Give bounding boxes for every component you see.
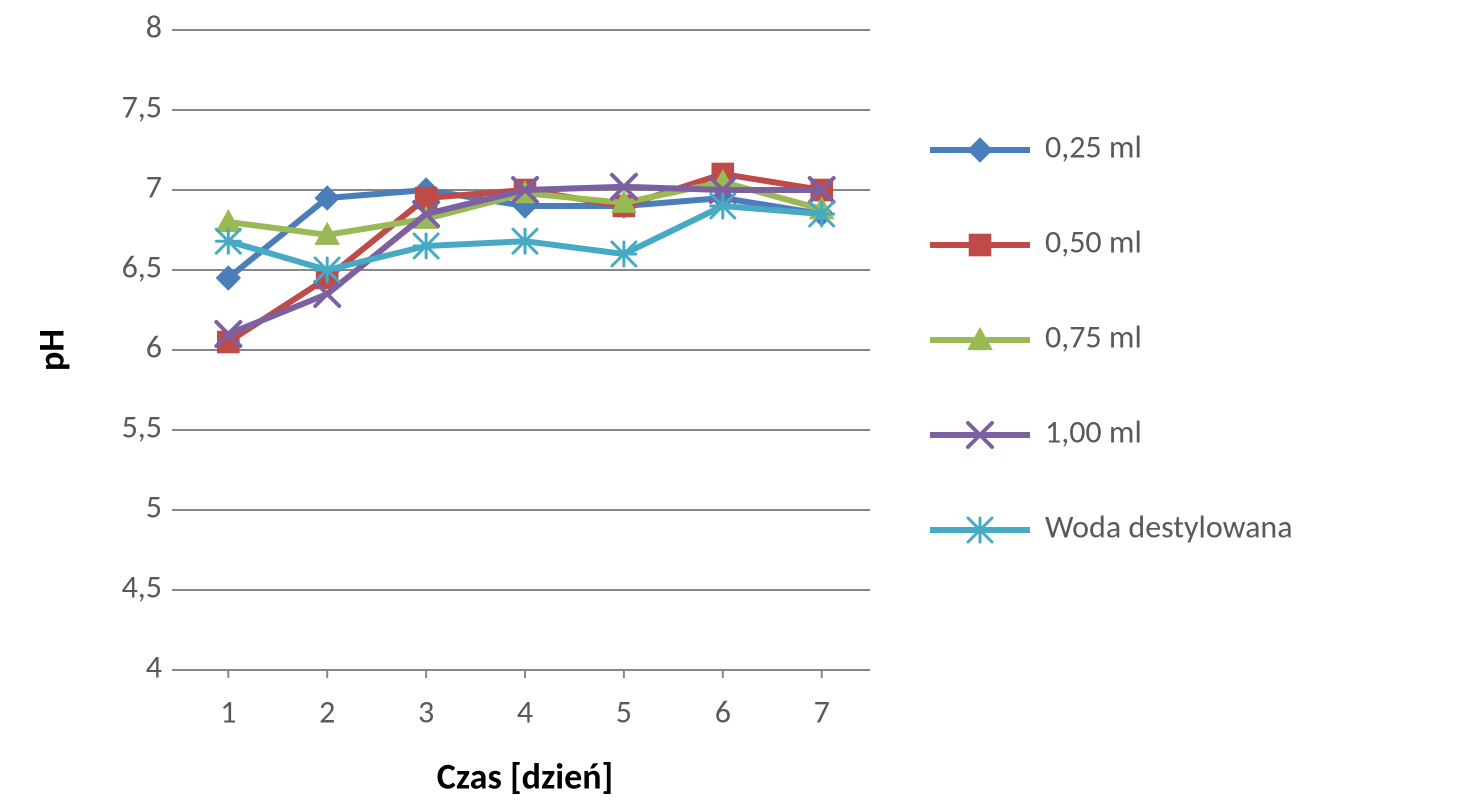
y-tick-label: 5 (146, 488, 162, 527)
y-axis-title: pH (30, 329, 74, 371)
y-tick-label: 6,5 (122, 248, 162, 287)
y-tick-label: 6 (146, 328, 162, 367)
y-tick-label: 5,5 (122, 408, 162, 447)
chart-svg: 4 4,5 5 5,5 6 6,5 7 7,5 8 1 2 3 4 5 6 7 pH Czas [dzień] 0,… (0, 0, 1465, 801)
legend-label: 1,00 ml (1045, 413, 1142, 452)
x-tick-label: 7 (814, 693, 830, 732)
x-tick-label: 2 (319, 693, 335, 732)
legend-label: 0,75 ml (1045, 318, 1142, 357)
y-tick-label: 4,5 (122, 568, 162, 607)
y-tick-label: 7 (146, 168, 162, 207)
line-chart: 4 4,5 5 5,5 6 6,5 7 7,5 8 1 2 3 4 5 6 7 pH Czas [dzień] 0,… (0, 0, 1465, 801)
legend-label: Woda destylowana (1045, 508, 1293, 547)
x-tick-label: 4 (517, 693, 533, 732)
x-tick-label: 5 (616, 693, 632, 732)
legend-label: 0,25 ml (1045, 128, 1142, 167)
x-tick-label: 3 (418, 693, 434, 732)
x-tick-label: 1 (220, 693, 236, 732)
legend-label: 0,50 ml (1045, 223, 1142, 262)
x-tick-label: 6 (715, 693, 731, 732)
x-axis-title: Czas [dzień] (437, 755, 613, 799)
y-tick-label: 4 (146, 648, 162, 687)
y-tick-label: 7,5 (122, 88, 162, 127)
y-tick-label: 8 (146, 8, 162, 47)
